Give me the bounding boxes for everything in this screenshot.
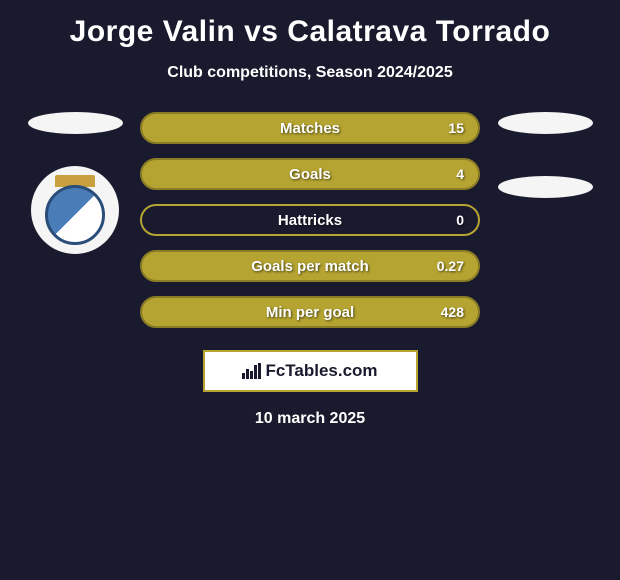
player-right-name-placeholder [498, 112, 593, 134]
stat-label: Hattricks [278, 212, 342, 229]
page-title: Jorge Valin vs Calatrava Torrado [70, 15, 551, 49]
subtitle: Club competitions, Season 2024/2025 [167, 64, 452, 82]
club-badge-left [31, 166, 119, 254]
branding-inner: FcTables.com [205, 352, 416, 390]
deportivo-badge-icon [40, 175, 110, 245]
stat-value: 0.27 [437, 258, 464, 274]
chart-icon [242, 363, 261, 379]
stat-bar-min-per-goal: Min per goal 428 [140, 296, 480, 328]
stat-label: Goals [289, 166, 331, 183]
stat-value: 15 [448, 120, 464, 136]
infographic-container: Jorge Valin vs Calatrava Torrado Club co… [0, 0, 620, 438]
main-content: Matches 15 Goals 4 Hattricks 0 Goals per… [0, 112, 620, 328]
branding-box: FcTables.com [203, 350, 418, 392]
stats-bars: Matches 15 Goals 4 Hattricks 0 Goals per… [140, 112, 480, 328]
stat-value: 428 [441, 304, 464, 320]
stat-label: Matches [280, 120, 340, 137]
player-left-name-placeholder [28, 112, 123, 134]
player-left-column [15, 112, 135, 254]
stat-label: Min per goal [266, 304, 354, 321]
branding-text: FcTables.com [265, 361, 377, 381]
date-text: 10 march 2025 [255, 410, 365, 428]
stat-bar-hattricks: Hattricks 0 [140, 204, 480, 236]
player-right-column [485, 112, 605, 198]
club-badge-right-placeholder [498, 176, 593, 198]
stat-bar-matches: Matches 15 [140, 112, 480, 144]
stat-label: Goals per match [251, 258, 369, 275]
stat-value: 4 [456, 166, 464, 182]
stat-value: 0 [456, 212, 464, 228]
stat-bar-goals-per-match: Goals per match 0.27 [140, 250, 480, 282]
stat-bar-goals: Goals 4 [140, 158, 480, 190]
